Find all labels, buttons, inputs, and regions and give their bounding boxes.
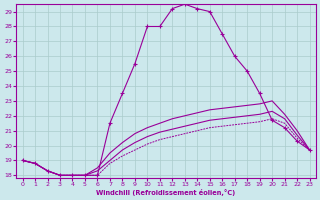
X-axis label: Windchill (Refroidissement éolien,°C): Windchill (Refroidissement éolien,°C) (96, 189, 236, 196)
